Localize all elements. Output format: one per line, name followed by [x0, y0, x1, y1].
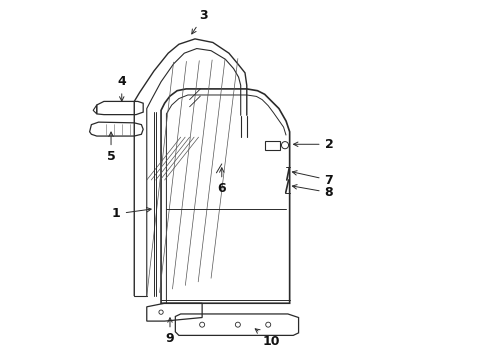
- Text: 9: 9: [166, 318, 174, 346]
- Text: 6: 6: [218, 168, 226, 195]
- Text: 5: 5: [107, 132, 116, 163]
- Text: 2: 2: [294, 138, 333, 151]
- Text: 8: 8: [293, 185, 333, 199]
- Text: 1: 1: [112, 207, 151, 220]
- Bar: [265, 141, 280, 150]
- Text: 10: 10: [255, 329, 281, 348]
- Text: 4: 4: [118, 75, 126, 101]
- Text: 3: 3: [192, 9, 208, 34]
- Text: 7: 7: [293, 171, 333, 186]
